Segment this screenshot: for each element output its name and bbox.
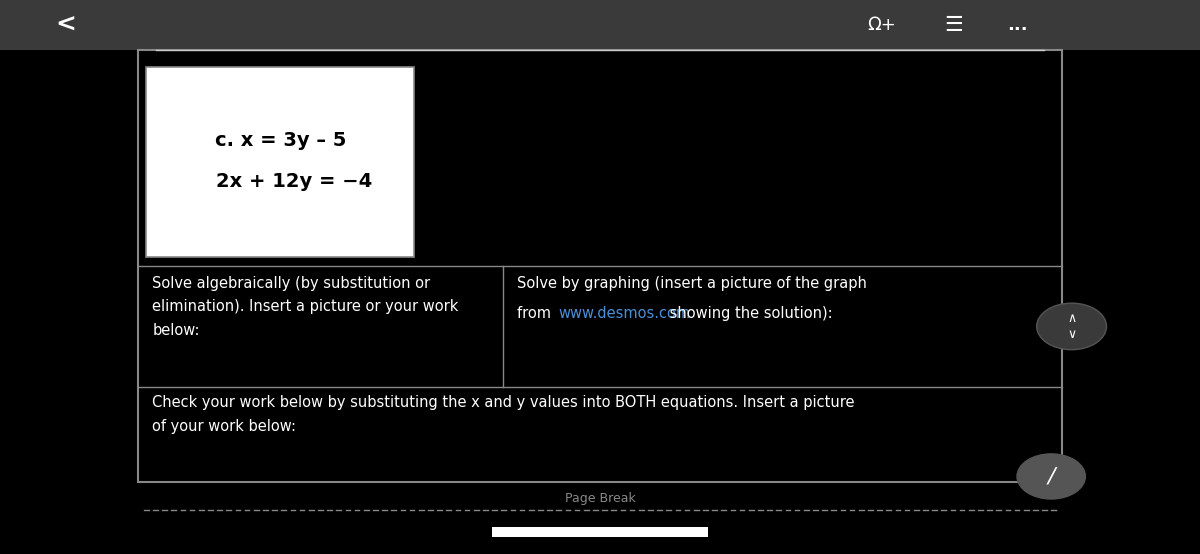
Text: 2x + 12y = −4: 2x + 12y = −4 bbox=[188, 172, 372, 191]
Text: <: < bbox=[55, 13, 77, 37]
Text: /: / bbox=[1048, 466, 1055, 486]
Text: Ω+: Ω+ bbox=[868, 16, 896, 34]
Text: Page Break: Page Break bbox=[565, 492, 635, 505]
Bar bbox=[492, 527, 708, 537]
Bar bbox=[138, 50, 1062, 482]
Text: from: from bbox=[517, 306, 556, 321]
Text: ∨: ∨ bbox=[1067, 327, 1076, 341]
Bar bbox=[0, 0, 1200, 50]
Ellipse shape bbox=[1037, 303, 1106, 350]
Bar bbox=[146, 67, 414, 257]
Text: showing the solution):: showing the solution): bbox=[665, 306, 833, 321]
Text: ...: ... bbox=[1007, 16, 1028, 34]
Text: ☰: ☰ bbox=[944, 15, 964, 35]
Text: ∧: ∧ bbox=[1067, 312, 1076, 325]
Text: Check your work below by substituting the x and y values into BOTH equations. In: Check your work below by substituting th… bbox=[152, 395, 854, 434]
Text: www.desmos.com: www.desmos.com bbox=[558, 306, 690, 321]
Text: Solve by graphing (insert a picture of the graph: Solve by graphing (insert a picture of t… bbox=[517, 276, 868, 291]
Text: c. x = 3y – 5: c. x = 3y – 5 bbox=[215, 131, 346, 150]
Text: Solve algebraically (by substitution or
elimination). Insert a picture or your w: Solve algebraically (by substitution or … bbox=[152, 276, 458, 338]
Ellipse shape bbox=[1016, 453, 1086, 500]
